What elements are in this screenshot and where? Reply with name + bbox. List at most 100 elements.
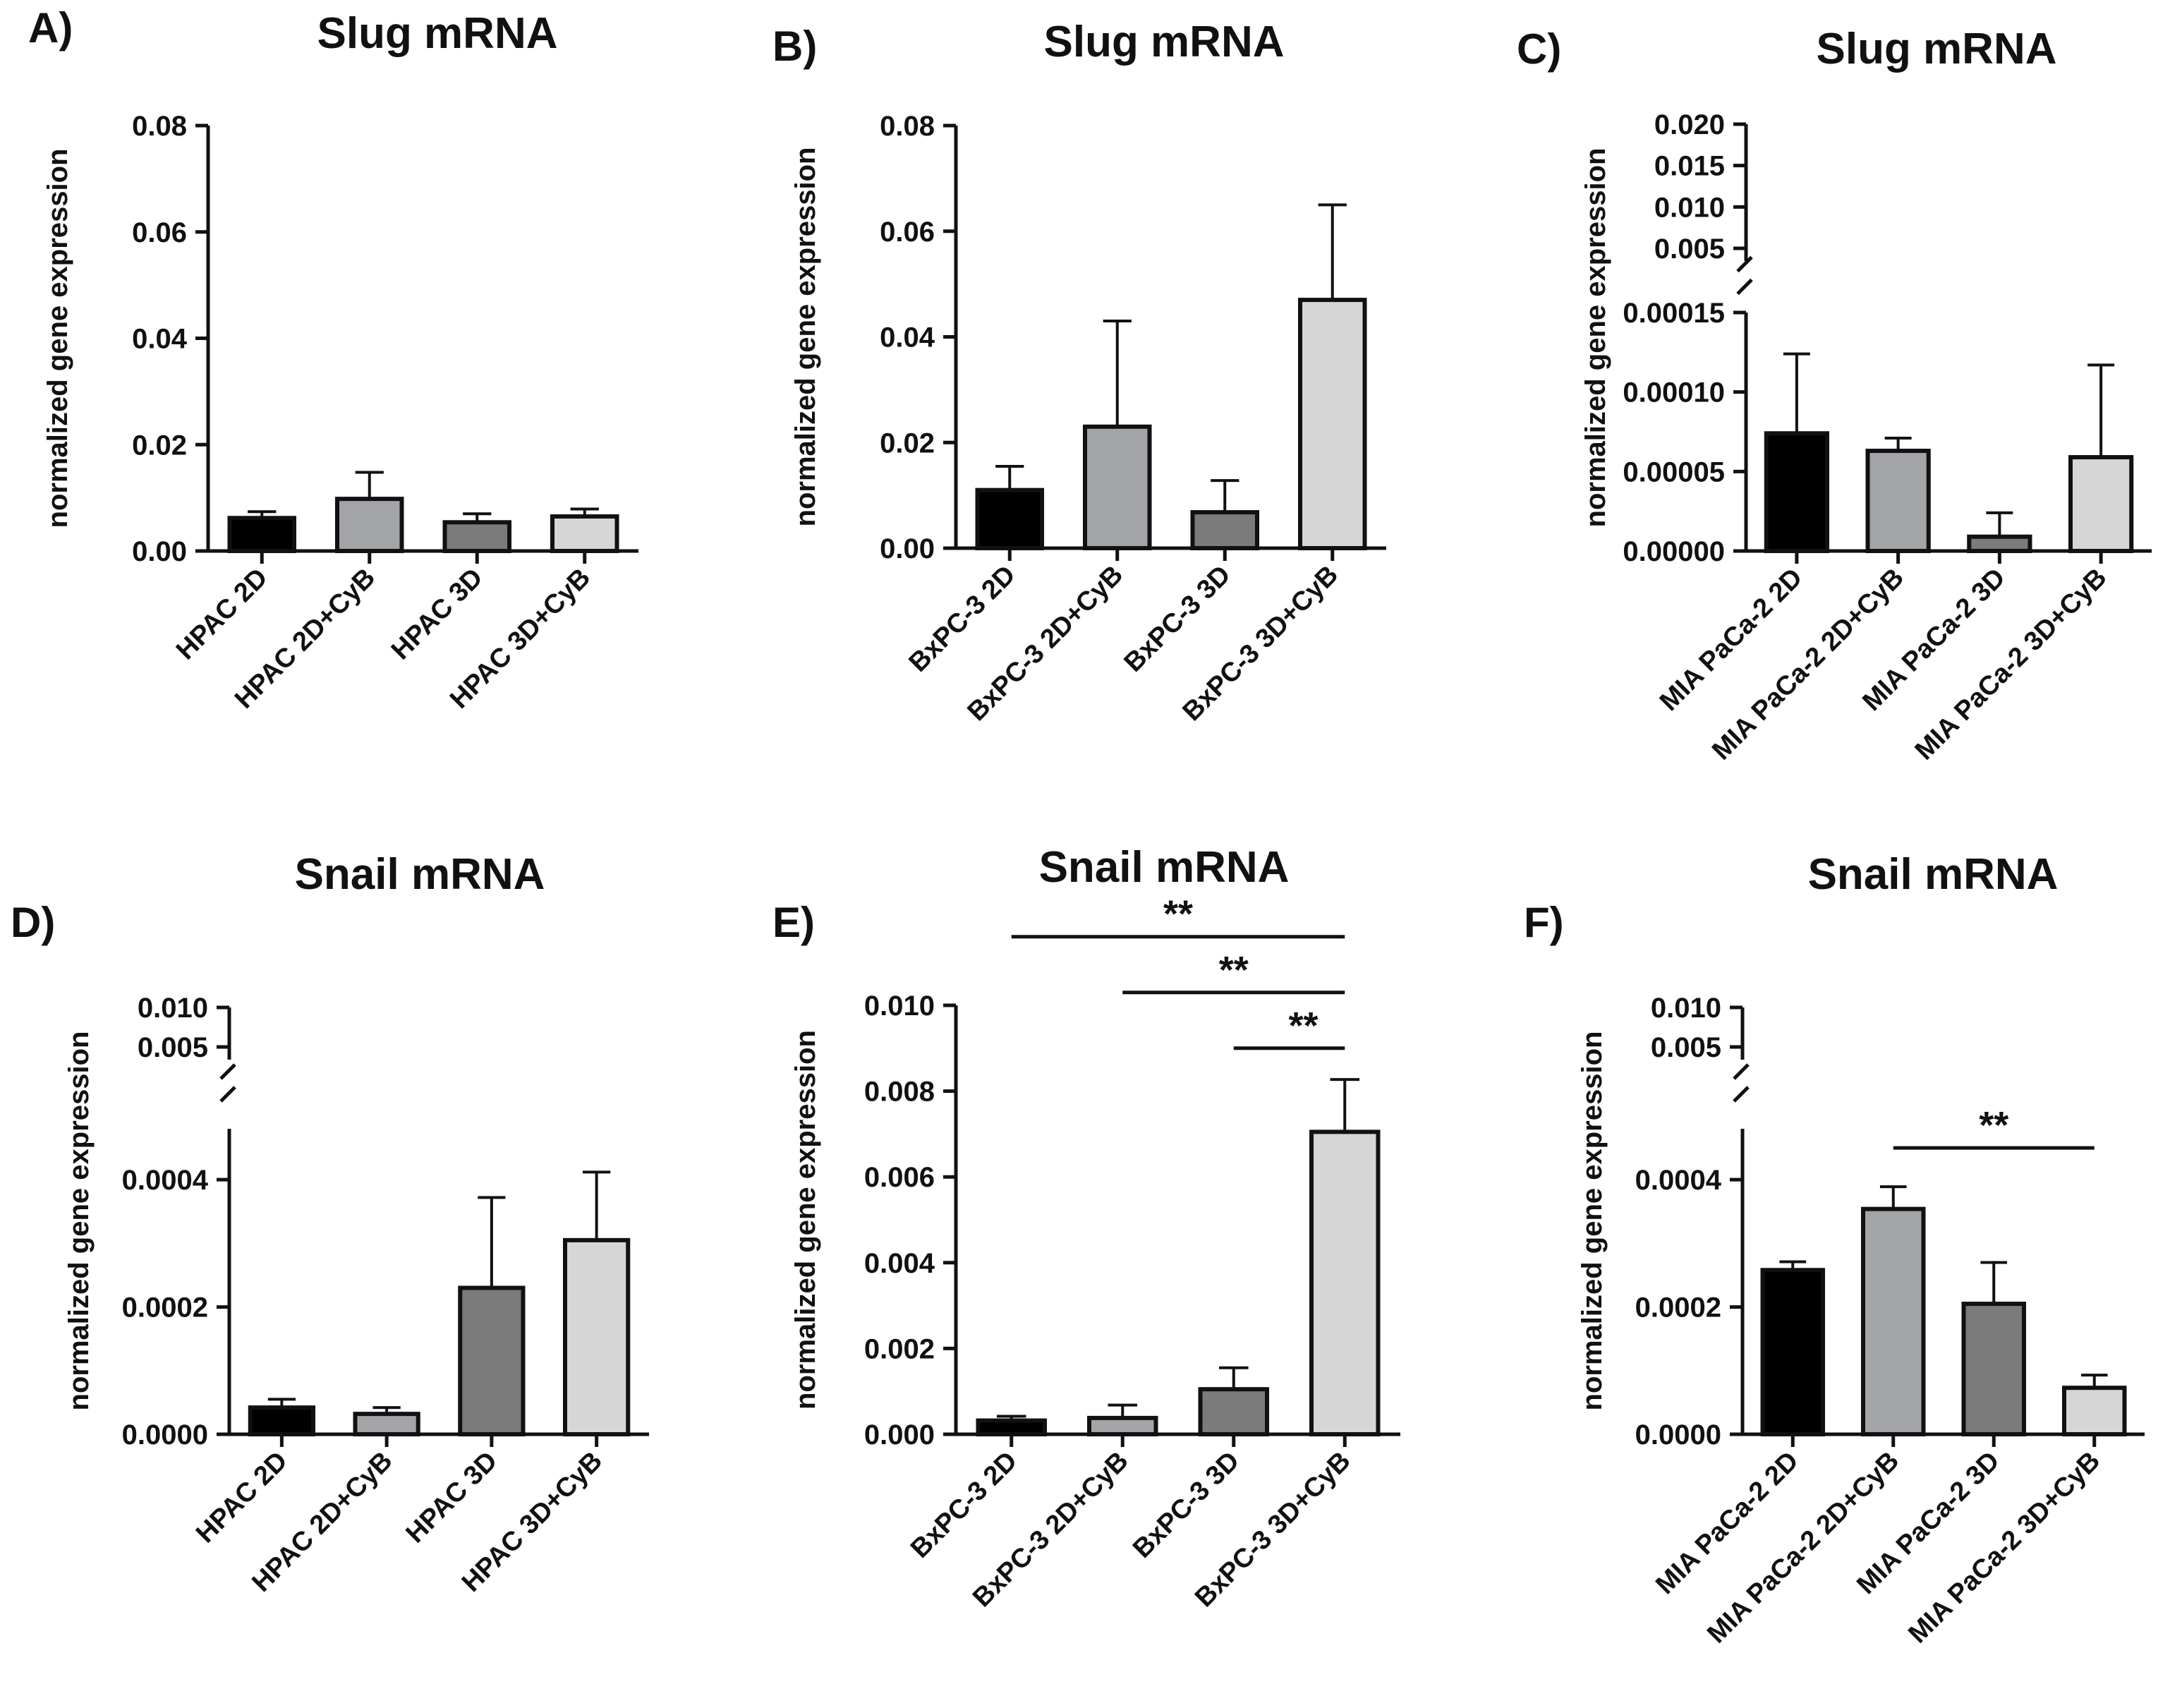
- y-tick-label: 0.006: [864, 1162, 935, 1193]
- axis-break-mark: [219, 1063, 236, 1080]
- panel-label: B): [772, 23, 817, 70]
- y-tick-label: 0.008: [864, 1077, 935, 1108]
- significance-label: **: [1219, 949, 1249, 991]
- chart-title: Slug mRNA: [1817, 25, 2057, 73]
- y-tick-label-upper: 0.010: [138, 993, 208, 1024]
- bar: [1760, 1268, 1825, 1436]
- bar: [1967, 534, 2032, 553]
- y-tick-label-upper: 0.010: [1651, 993, 1721, 1024]
- chart-title: Slug mRNA: [317, 9, 558, 58]
- bar: [2068, 455, 2134, 554]
- panel-label: A): [28, 4, 73, 52]
- chart-title: Snail mRNA: [1039, 843, 1290, 892]
- y-tick-label-upper: 0.020: [1654, 109, 1725, 140]
- panel-label: D): [11, 899, 55, 946]
- axis-break-mark: [1733, 1086, 1750, 1103]
- y-tick-label: 0.06: [880, 217, 935, 248]
- significance-label: **: [1288, 1005, 1318, 1047]
- x-tick-label: MIA PaCa-2 2D+CyB: [1707, 563, 1910, 766]
- chart-title: Snail mRNA: [1808, 850, 2059, 899]
- y-tick-label: 0.00: [132, 536, 187, 567]
- axis-break-mark: [1736, 278, 1753, 296]
- bar: [442, 520, 511, 553]
- bar: [1087, 1415, 1158, 1436]
- panel-1: A) Slug mRNA normalized gene expression 0.0…: [28, 4, 638, 715]
- y-tick-label: 0.00005: [1623, 456, 1725, 487]
- y-tick-label-upper: 0.005: [1654, 234, 1725, 265]
- bar: [1298, 298, 1367, 550]
- y-tick-label: 0.0000: [122, 1419, 208, 1450]
- y-axis-label: normalized gene expression: [790, 1030, 821, 1410]
- y-tick-label: 0.0000: [1635, 1419, 1721, 1450]
- bar: [550, 514, 619, 553]
- x-tick-label: MIA PaCa-2 3D+CyB: [1910, 563, 2113, 766]
- y-tick-label-upper: 0.015: [1654, 151, 1725, 182]
- significance-label: **: [1979, 1104, 2008, 1146]
- y-tick-label: 0.00010: [1623, 377, 1725, 408]
- panel-4: D) Snail mRNA normalized gene expression 0.…: [11, 850, 649, 1598]
- y-tick-label: 0.02: [132, 430, 187, 461]
- y-tick-label: 0.0002: [1635, 1292, 1721, 1324]
- axis-break-mark: [1736, 255, 1753, 273]
- y-tick-label: 0.000: [864, 1419, 935, 1450]
- x-tick-label: MIA PaCa-2 3D+CyB: [1903, 1446, 2106, 1649]
- bar: [975, 487, 1044, 551]
- y-tick-label: 0.0004: [1635, 1165, 1722, 1196]
- chart-title: Slug mRNA: [1044, 18, 1285, 66]
- y-axis-label: normalized gene expression: [1580, 148, 1611, 528]
- bar: [1190, 510, 1259, 551]
- y-tick-label: 0.010: [864, 991, 935, 1022]
- x-tick-label: HPAC 2D: [190, 1446, 293, 1549]
- bar: [1961, 1302, 2026, 1436]
- x-tick-label: MIA PaCa-2 2D+CyB: [1702, 1446, 1905, 1649]
- axis-break-mark: [1733, 1063, 1750, 1080]
- bar: [458, 1285, 526, 1437]
- chart-title: Snail mRNA: [295, 850, 545, 899]
- y-tick-label: 0.02: [880, 428, 935, 459]
- y-tick-label-upper: 0.005: [1651, 1032, 1721, 1063]
- y-tick-label: 0.0004: [122, 1165, 209, 1196]
- y-tick-label: 0.08: [880, 111, 935, 142]
- bar: [1083, 424, 1152, 550]
- bar: [976, 1418, 1047, 1436]
- y-axis-label: normalized gene expression: [42, 149, 73, 528]
- panel-6: F) Snail mRNA normalized gene expression 0.…: [1524, 850, 2145, 1649]
- panel-2: B) Slug mRNA normalized gene expression 0.0…: [772, 18, 1386, 727]
- y-tick-label: 0.00: [880, 533, 935, 564]
- panel-label: F): [1524, 899, 1564, 946]
- x-tick-label: BxPC-3 3D: [1119, 560, 1237, 678]
- y-tick-label: 0.00000: [1623, 536, 1725, 567]
- x-tick-label: HPAC 2D: [171, 563, 274, 666]
- y-tick-label-upper: 0.005: [138, 1032, 208, 1063]
- bar: [1198, 1387, 1269, 1437]
- y-axis-label: normalized gene expression: [1577, 1031, 1608, 1411]
- bar: [1861, 1206, 1926, 1436]
- axis-break-mark: [219, 1086, 236, 1103]
- x-tick-label: BxPC-3 2D: [904, 560, 1022, 678]
- panel-5: E) Snail mRNA normalized gene expression 0.…: [772, 843, 1400, 1613]
- y-tick-label-upper: 0.010: [1654, 192, 1725, 223]
- y-tick-label: 0.0002: [122, 1292, 208, 1324]
- y-tick-label: 0.04: [880, 322, 935, 353]
- bar: [2062, 1386, 2127, 1437]
- y-tick-label: 0.04: [132, 324, 188, 355]
- x-tick-label: BxPC-3 3D: [1127, 1446, 1245, 1564]
- bar: [248, 1405, 315, 1437]
- x-tick-label: HPAC 3D: [386, 563, 489, 666]
- y-tick-label: 0.002: [864, 1333, 935, 1364]
- y-axis-label: normalized gene expression: [63, 1031, 95, 1411]
- y-axis-label: normalized gene expression: [790, 147, 821, 527]
- bar: [353, 1412, 420, 1436]
- y-tick-label: 0.004: [864, 1248, 935, 1279]
- bar: [227, 516, 296, 554]
- bar: [1764, 431, 1829, 554]
- x-tick-label: HPAC 3D: [401, 1446, 504, 1549]
- bar: [563, 1237, 631, 1437]
- significance-label: **: [1163, 893, 1193, 935]
- y-tick-label: 0.06: [132, 217, 187, 248]
- x-tick-label: BxPC-3 2D: [905, 1446, 1023, 1564]
- panel-3: C) Slug mRNA normalized gene expression 0.0…: [1517, 25, 2152, 765]
- y-tick-label: 0.00015: [1623, 298, 1725, 329]
- bar: [335, 497, 404, 554]
